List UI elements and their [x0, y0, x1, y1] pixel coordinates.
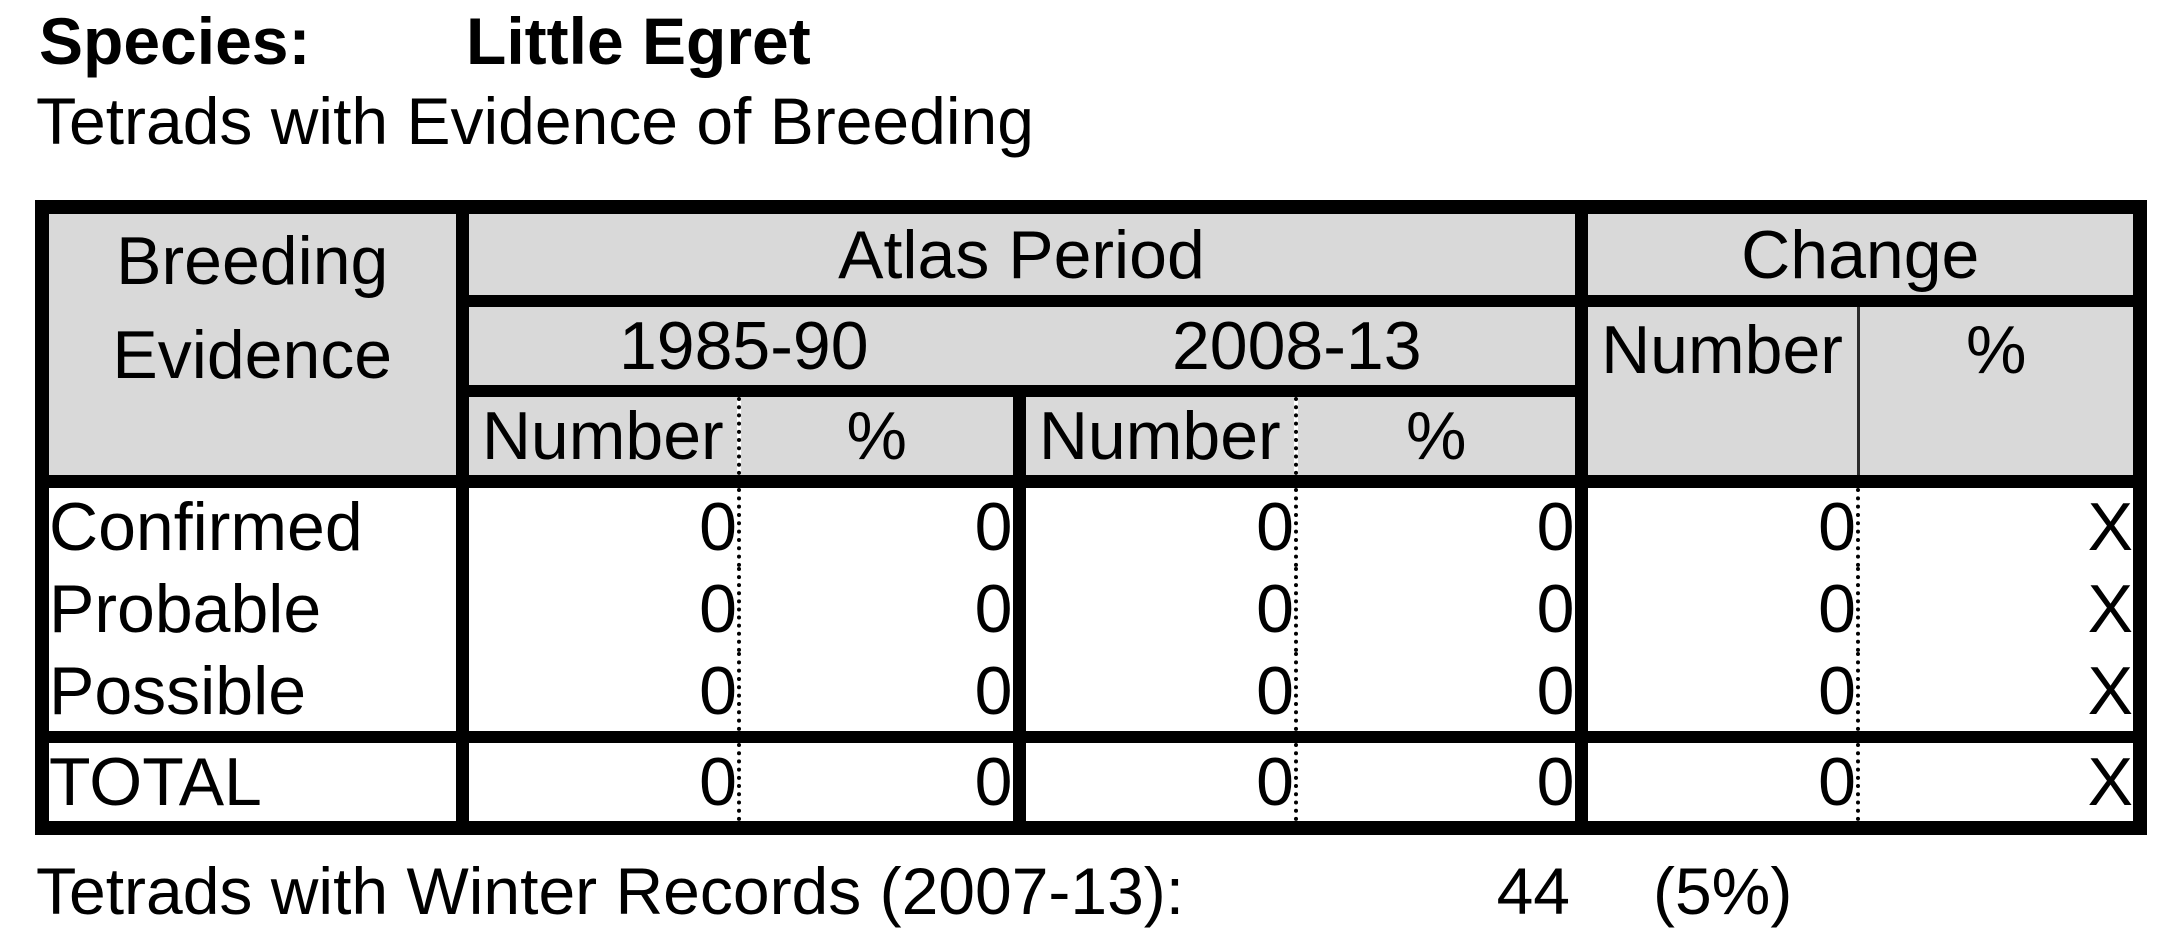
- change-percent-cell: X: [2087, 653, 2133, 729]
- winter-records-percent: (5%): [1653, 854, 1793, 928]
- breeding-evidence-table: Breeding Evidence Atlas Period Change 19…: [35, 200, 2147, 835]
- winter-records-value: 44: [1496, 854, 1570, 928]
- period2-number-header: Number: [1019, 391, 1298, 488]
- corner-header-line2: Evidence: [112, 317, 393, 393]
- period1-number-header: Number: [462, 391, 741, 488]
- period1-header: 1985-90: [462, 301, 1019, 397]
- change-percent-cell: X: [2087, 571, 2133, 647]
- row-label: Possible: [42, 651, 469, 737]
- species-label: Species:: [39, 4, 311, 78]
- corner-header-line1: Breeding: [116, 223, 389, 299]
- p2-percent-cell: 0: [1296, 566, 1588, 652]
- p2-number-cell: 0: [1019, 566, 1298, 652]
- winter-records-label: Tetrads with Winter Records (2007-13):: [36, 854, 1185, 928]
- table-row-probable: Probable 0 0 0 0 0 X: [42, 566, 2140, 652]
- row-label: TOTAL: [42, 730, 469, 828]
- species-value: Little Egret: [466, 4, 811, 78]
- table-row-confirmed: Confirmed 0 0 0 0 0 X: [42, 481, 2140, 567]
- period1-percent-header: %: [739, 391, 1026, 488]
- p2-number-cell: 0: [1019, 481, 1298, 567]
- period2-header: 2008-13: [1019, 301, 1588, 397]
- p1-number-cell: 0: [462, 481, 741, 567]
- change-header: Change: [1581, 207, 2140, 307]
- table-subtitle: Tetrads with Evidence of Breeding: [36, 84, 1034, 158]
- change-number-cell: 0: [1581, 481, 1860, 567]
- change-percent-cell: X: [2087, 489, 2133, 566]
- p1-percent-cell: 0: [739, 651, 1026, 737]
- p1-number-cell: 0: [462, 566, 741, 652]
- p2-percent-cell: 0: [1296, 730, 1588, 828]
- p1-percent-cell: 0: [739, 730, 1026, 828]
- atlas-period-header: Atlas Period: [462, 207, 1588, 307]
- p1-number-cell: 0: [462, 730, 741, 828]
- row-label: Confirmed: [42, 481, 469, 567]
- p2-percent-cell: 0: [1296, 651, 1588, 737]
- p2-percent-cell: 0: [1296, 481, 1588, 567]
- change-number-header: Number: [1581, 301, 1860, 488]
- p1-percent-cell: 0: [739, 481, 1026, 567]
- p1-number-cell: 0: [462, 651, 741, 737]
- winter-records-line: Tetrads with Winter Records (2007-13): 4…: [0, 854, 2178, 932]
- period2-percent-header: %: [1296, 391, 1588, 488]
- row-label: Probable: [42, 566, 469, 652]
- change-percent-header: %: [1858, 301, 2140, 488]
- change-number-cell: 0: [1581, 566, 1860, 652]
- table-row-total: TOTAL 0 0 0 0 0 X: [42, 730, 2140, 828]
- change-number-cell: 0: [1581, 730, 1860, 828]
- title-line: Species: Little Egret: [0, 4, 2178, 80]
- change-percent-cell: X: [1858, 730, 2140, 828]
- p2-number-cell: 0: [1019, 651, 1298, 737]
- p2-number-cell: 0: [1019, 730, 1298, 828]
- corner-header-breeding-evidence: Breeding Evidence: [42, 207, 469, 488]
- change-number-cell: 0: [1581, 651, 1860, 737]
- table-row-possible: Possible 0 0 0 0 0 X: [42, 651, 2140, 737]
- p1-percent-cell: 0: [739, 566, 1026, 652]
